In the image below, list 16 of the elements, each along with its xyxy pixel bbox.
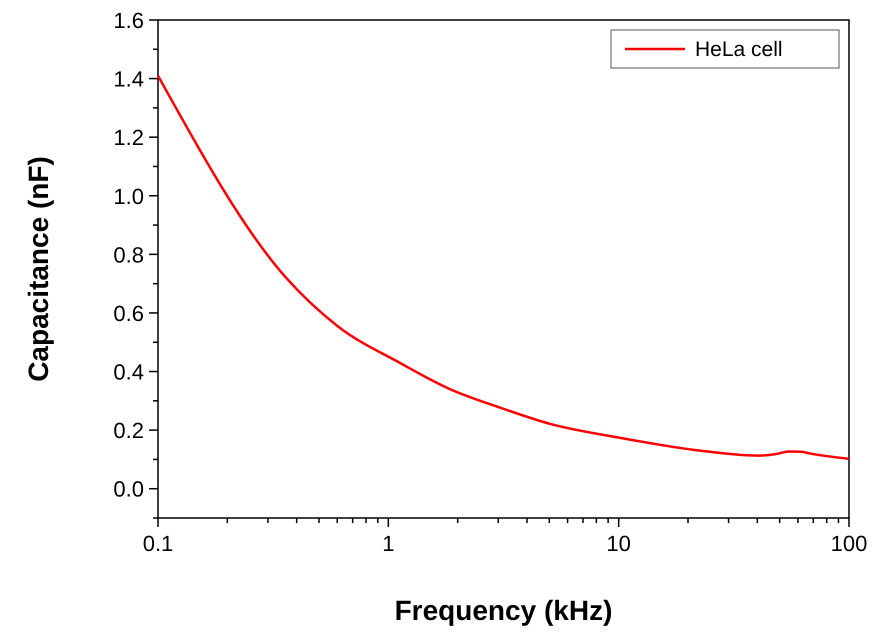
- y-tick-label: 0.0: [113, 476, 144, 502]
- y-tick-label: 0.2: [113, 418, 144, 444]
- x-tick-label: 1: [382, 531, 394, 556]
- x-tick-label: 100: [830, 531, 868, 556]
- legend-label: HeLa cell: [695, 38, 783, 61]
- y-tick-label: 1.6: [113, 8, 144, 33]
- y-axis-title: Capacitance (nF): [23, 156, 54, 382]
- y-tick-label: 1.4: [113, 66, 144, 92]
- x-tick-label: 10: [606, 531, 631, 556]
- y-tick-label: 0.4: [113, 360, 144, 385]
- y-tick-label: 0.6: [113, 300, 144, 326]
- x-tick-label: 0.1: [142, 531, 174, 556]
- x-axis-title: Frequency (kHz): [394, 595, 612, 626]
- y-tick-label: 1.0: [113, 184, 144, 209]
- y-tick-label: 1.2: [113, 125, 144, 150]
- y-tick-label: 0.8: [113, 242, 144, 268]
